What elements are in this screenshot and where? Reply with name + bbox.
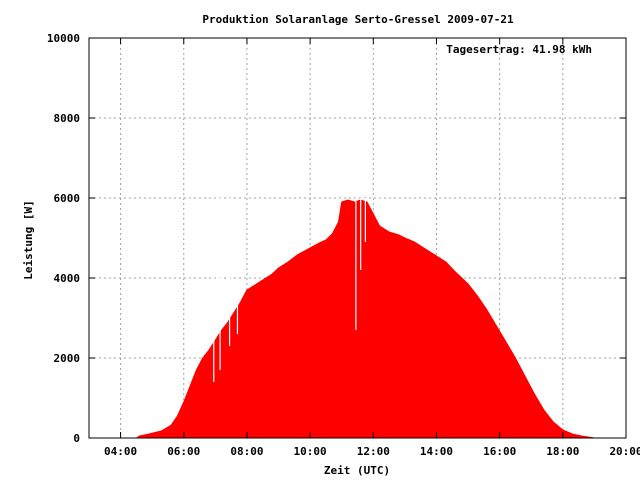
x-tick-label-7: 18:00: [546, 445, 579, 458]
y-tick-label-0: 0: [73, 432, 80, 445]
y-tick-label-5: 10000: [47, 32, 80, 45]
x-tick-label-5: 14:00: [420, 445, 453, 458]
x-tick-label-4: 12:00: [357, 445, 390, 458]
x-tick-label-3: 10:00: [294, 445, 327, 458]
plot-frame: [88, 37, 627, 439]
x-axis-ticks: 04:00 06:00 08:00 10:00 12:00 14:00 16:00 18:00…: [104, 38, 640, 458]
x-tick-label-0: 04:00: [104, 445, 137, 458]
x-axis-label: Zeit (UTC): [324, 464, 390, 477]
y-tick-label-3: 6000: [54, 192, 81, 205]
annotation-tagesertrag: Tagesertrag: 41.98 kWh: [446, 43, 592, 56]
y-tick-label-1: 2000: [54, 352, 81, 365]
x-tick-label-8: 20:00: [609, 445, 640, 458]
x-tick-label-1: 06:00: [167, 445, 200, 458]
y-tick-label-4: 8000: [54, 112, 81, 125]
production-area: [136, 199, 595, 439]
y-axis-ticks: 0 2000 4000 6000 8000 10000: [47, 32, 626, 445]
x-tick-label-2: 08:00: [230, 445, 263, 458]
chart-title: Produktion Solaranlage Serto-Gressel 200…: [202, 13, 514, 26]
y-tick-label-2: 4000: [54, 272, 81, 285]
y-axis-label: Leistung [W]: [22, 200, 35, 279]
x-tick-label-6: 16:00: [483, 445, 516, 458]
dropout-spikes: [213, 198, 382, 382]
